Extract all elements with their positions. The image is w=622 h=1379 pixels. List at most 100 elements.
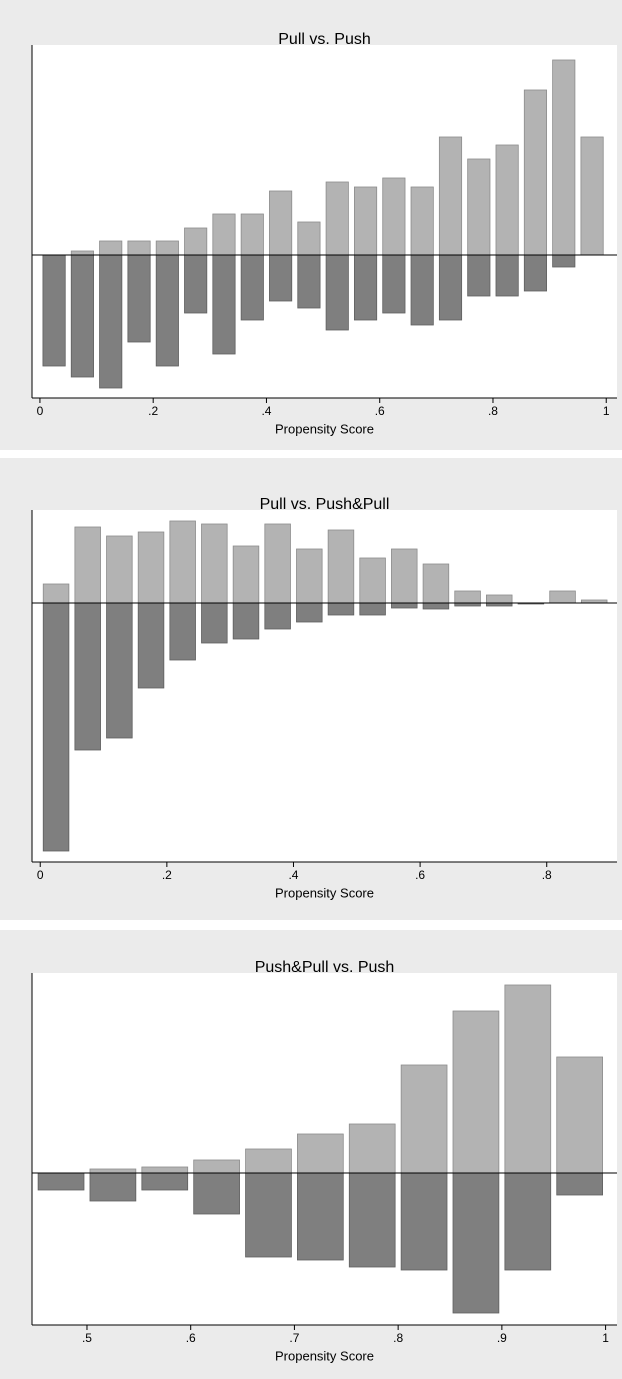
bar xyxy=(327,529,355,604)
bar xyxy=(438,136,463,256)
x-tick-label: 0 xyxy=(37,868,44,882)
bar xyxy=(240,213,264,256)
bar xyxy=(552,59,576,256)
bar xyxy=(391,602,418,609)
bar xyxy=(454,590,481,604)
bar xyxy=(193,1159,240,1174)
bar xyxy=(382,254,406,314)
bar xyxy=(212,254,236,355)
bar xyxy=(504,1172,552,1271)
bar xyxy=(297,1133,344,1174)
chart-title: Pull vs. Push xyxy=(278,31,370,48)
bar xyxy=(141,1172,189,1191)
bar xyxy=(269,254,293,302)
bar xyxy=(297,1172,344,1261)
bar xyxy=(201,523,228,604)
bar xyxy=(410,186,434,256)
bar xyxy=(184,254,208,314)
bar xyxy=(467,254,491,297)
bar xyxy=(184,227,208,256)
x-axis-title: Propensity Score xyxy=(275,885,374,900)
bar xyxy=(89,1168,137,1174)
bar xyxy=(410,254,434,326)
bar xyxy=(495,254,519,297)
x-axis-title: Propensity Score xyxy=(275,421,374,436)
bar xyxy=(400,1172,448,1271)
bar xyxy=(127,254,151,343)
bar xyxy=(70,250,94,256)
bar xyxy=(359,557,386,604)
chart-title: Pull vs. Push&Pull xyxy=(260,496,390,513)
bar xyxy=(89,1172,137,1202)
bar xyxy=(240,254,264,321)
bar xyxy=(325,254,349,331)
bar xyxy=(232,545,260,604)
x-axis-title: Propensity Score xyxy=(275,1348,374,1363)
bar xyxy=(353,254,378,321)
bar xyxy=(70,254,94,378)
bar xyxy=(155,254,179,367)
bar xyxy=(452,1010,500,1174)
x-tick-label: .2 xyxy=(148,404,158,418)
bar xyxy=(269,190,293,256)
bar xyxy=(155,240,179,256)
bar xyxy=(296,548,323,604)
chart-title: Push&Pull vs. Push xyxy=(255,959,395,976)
bar xyxy=(297,221,321,256)
bar xyxy=(42,254,66,367)
x-tick-label: .9 xyxy=(497,1331,507,1345)
bar xyxy=(467,158,491,256)
x-tick-label: .7 xyxy=(289,1331,299,1345)
bar xyxy=(359,602,386,616)
bar xyxy=(452,1172,500,1314)
bar xyxy=(37,1172,85,1191)
bar xyxy=(141,1166,189,1174)
bar xyxy=(106,535,133,604)
bar xyxy=(99,240,123,256)
bar xyxy=(193,1172,240,1215)
x-tick-label: .6 xyxy=(186,1331,196,1345)
bar xyxy=(74,526,101,604)
bar xyxy=(391,548,418,604)
bar xyxy=(486,594,513,604)
x-tick-label: .8 xyxy=(393,1331,403,1345)
bar xyxy=(232,602,260,640)
bar xyxy=(400,1064,448,1174)
bar xyxy=(42,602,70,852)
bar xyxy=(297,254,321,309)
bar xyxy=(348,1172,396,1268)
bar xyxy=(264,602,291,630)
x-tick-label: .4 xyxy=(261,404,271,418)
bar xyxy=(556,1056,603,1174)
bar xyxy=(106,602,133,739)
x-tick-label: .4 xyxy=(288,868,298,882)
bar xyxy=(523,89,548,256)
bar xyxy=(382,177,406,256)
bar xyxy=(212,213,236,256)
x-tick-label: .6 xyxy=(415,868,425,882)
bar xyxy=(42,583,70,604)
x-tick-label: 0 xyxy=(37,404,44,418)
x-tick-label: 1 xyxy=(602,1331,609,1345)
bar xyxy=(296,602,323,623)
bar xyxy=(264,523,291,604)
bar xyxy=(127,240,151,256)
bar xyxy=(353,186,378,256)
bar xyxy=(74,602,101,751)
bar xyxy=(325,181,349,256)
bar xyxy=(137,531,165,604)
bar xyxy=(245,1172,292,1258)
x-tick-label: .8 xyxy=(542,868,552,882)
x-tick-label: .8 xyxy=(488,404,498,418)
x-tick-label: .5 xyxy=(82,1331,92,1345)
x-tick-label: .2 xyxy=(162,868,172,882)
bar xyxy=(327,602,355,616)
bar xyxy=(495,144,519,256)
bar xyxy=(245,1148,292,1174)
bar xyxy=(504,984,552,1174)
bar xyxy=(523,254,548,292)
bar xyxy=(556,1172,603,1196)
bar xyxy=(169,520,196,604)
x-tick-label: 1 xyxy=(603,404,610,418)
